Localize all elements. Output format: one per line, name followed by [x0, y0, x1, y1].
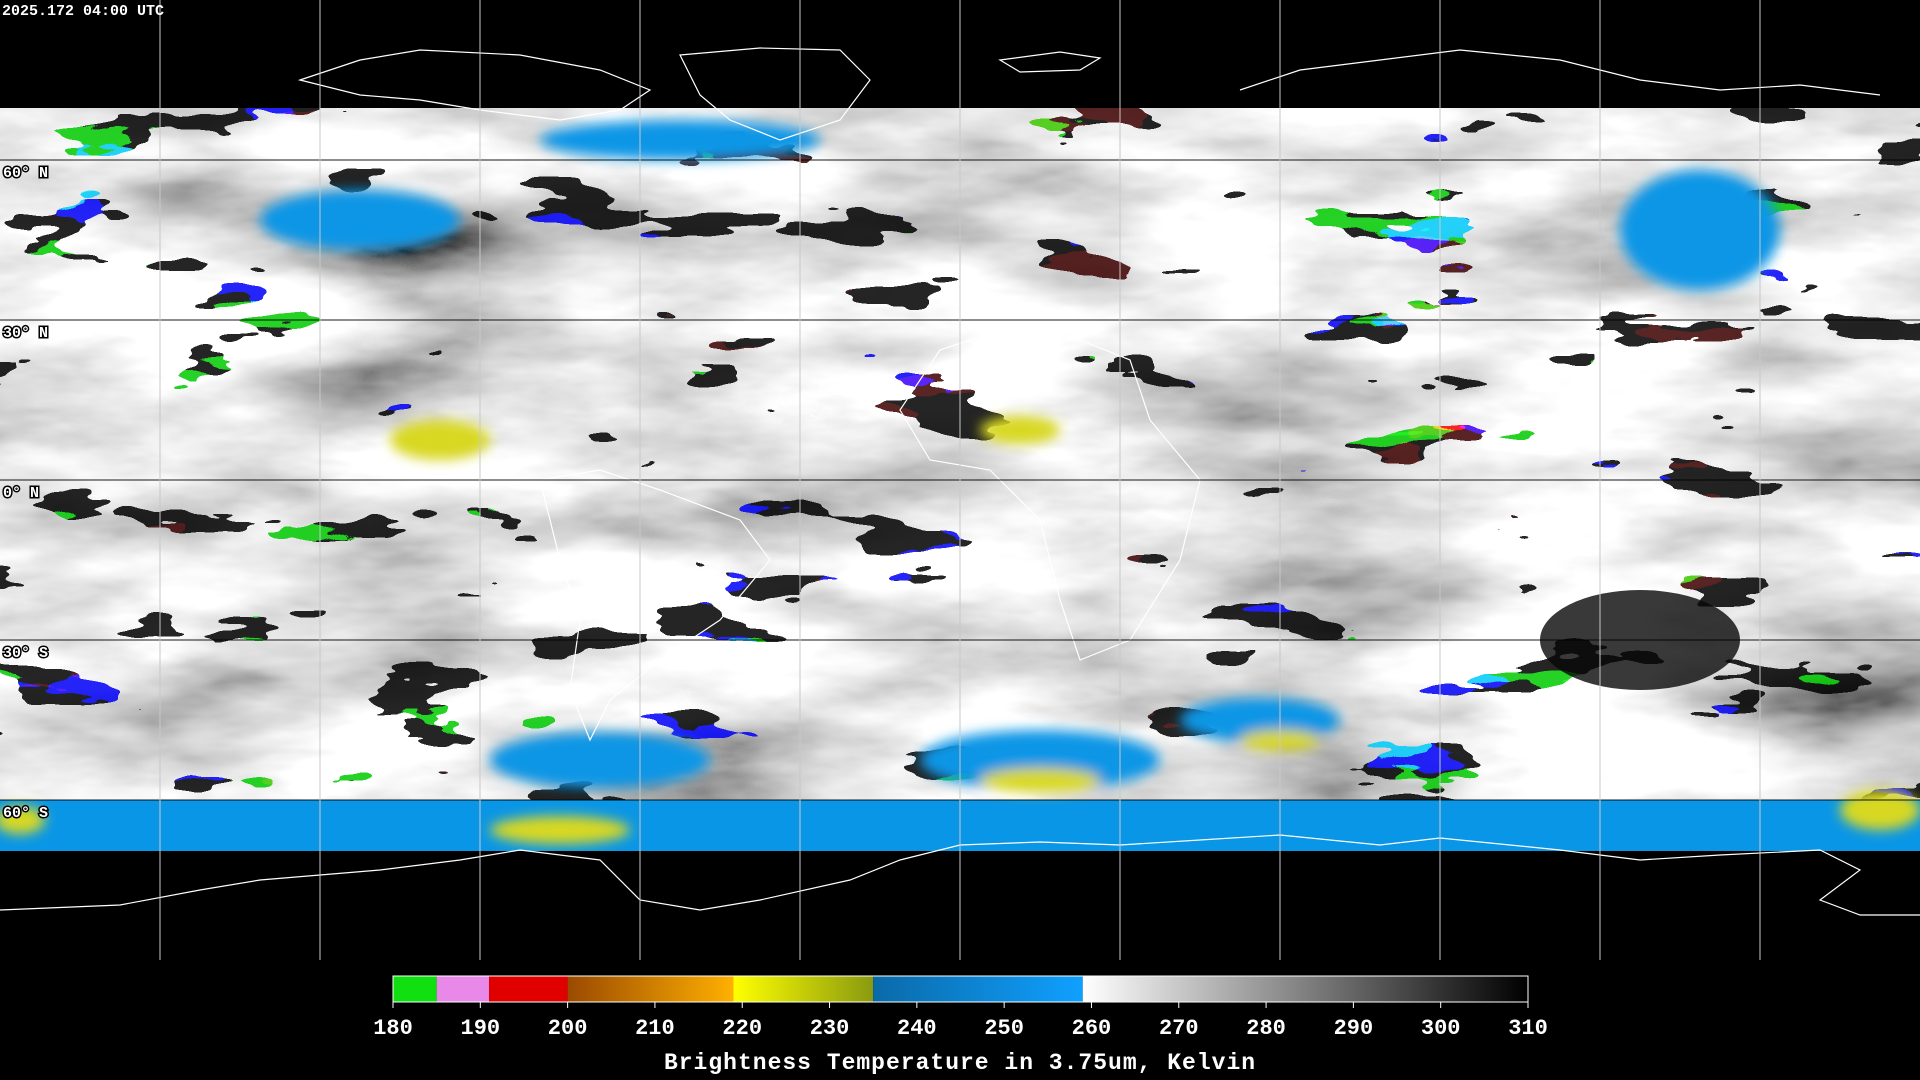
- colorbar-frame: [392, 975, 1529, 1003]
- meridians: [159, 0, 1761, 960]
- colorbar-segment: [489, 976, 568, 1002]
- colorbar-tick-label: 200: [548, 1016, 588, 1041]
- colorbar-tick-label: 310: [1508, 1016, 1548, 1041]
- colorbar-tick-label: 290: [1334, 1016, 1374, 1041]
- colorbar-title: Brightness Temperature in 3.75um, Kelvin: [664, 1050, 1256, 1076]
- latitude-labels: 60° N 30° N 0° N 30° S 60° S: [2, 163, 50, 823]
- storm-systems: [0, 120, 1920, 844]
- colorbar-tick-label: 250: [984, 1016, 1024, 1041]
- colorbar-segment: [733, 976, 874, 1002]
- colorbar-tick-label: 280: [1246, 1016, 1286, 1041]
- latitude-label: 30° S: [3, 645, 48, 662]
- colorbar-segment: [567, 976, 734, 1002]
- timestamp: 2025.172 04:00 UTC: [2, 3, 164, 20]
- colorbar-segment: [1082, 976, 1528, 1002]
- colorbar-segment: [436, 976, 490, 1002]
- colorbar-tick-label: 260: [1072, 1016, 1112, 1041]
- latitude-label: 0° N: [3, 485, 39, 502]
- coastlines: [0, 47, 1920, 916]
- latitude-label: 30° N: [3, 325, 48, 342]
- colorbar: 180 190 200 210 220 230 240 250 260 270 280 290 300 3…: [373, 975, 1548, 1041]
- colorbar-segment: [393, 976, 437, 1002]
- colorbar-tick-label: 180: [373, 1016, 413, 1041]
- colorbar-segment: [873, 976, 1083, 1002]
- colorbar-tick-label: 190: [461, 1016, 501, 1041]
- colorbar-tick-label: 210: [635, 1016, 675, 1041]
- latitude-label: 60° S: [3, 805, 48, 822]
- colorbar-tick-label: 230: [810, 1016, 850, 1041]
- colorbar-tick-label: 240: [897, 1016, 937, 1041]
- latitude-label: 60° N: [3, 165, 48, 182]
- colorbar-tick-label: 300: [1421, 1016, 1461, 1041]
- colorbar-tick-label: 220: [722, 1016, 762, 1041]
- colorbar-tick-label: 270: [1159, 1016, 1199, 1041]
